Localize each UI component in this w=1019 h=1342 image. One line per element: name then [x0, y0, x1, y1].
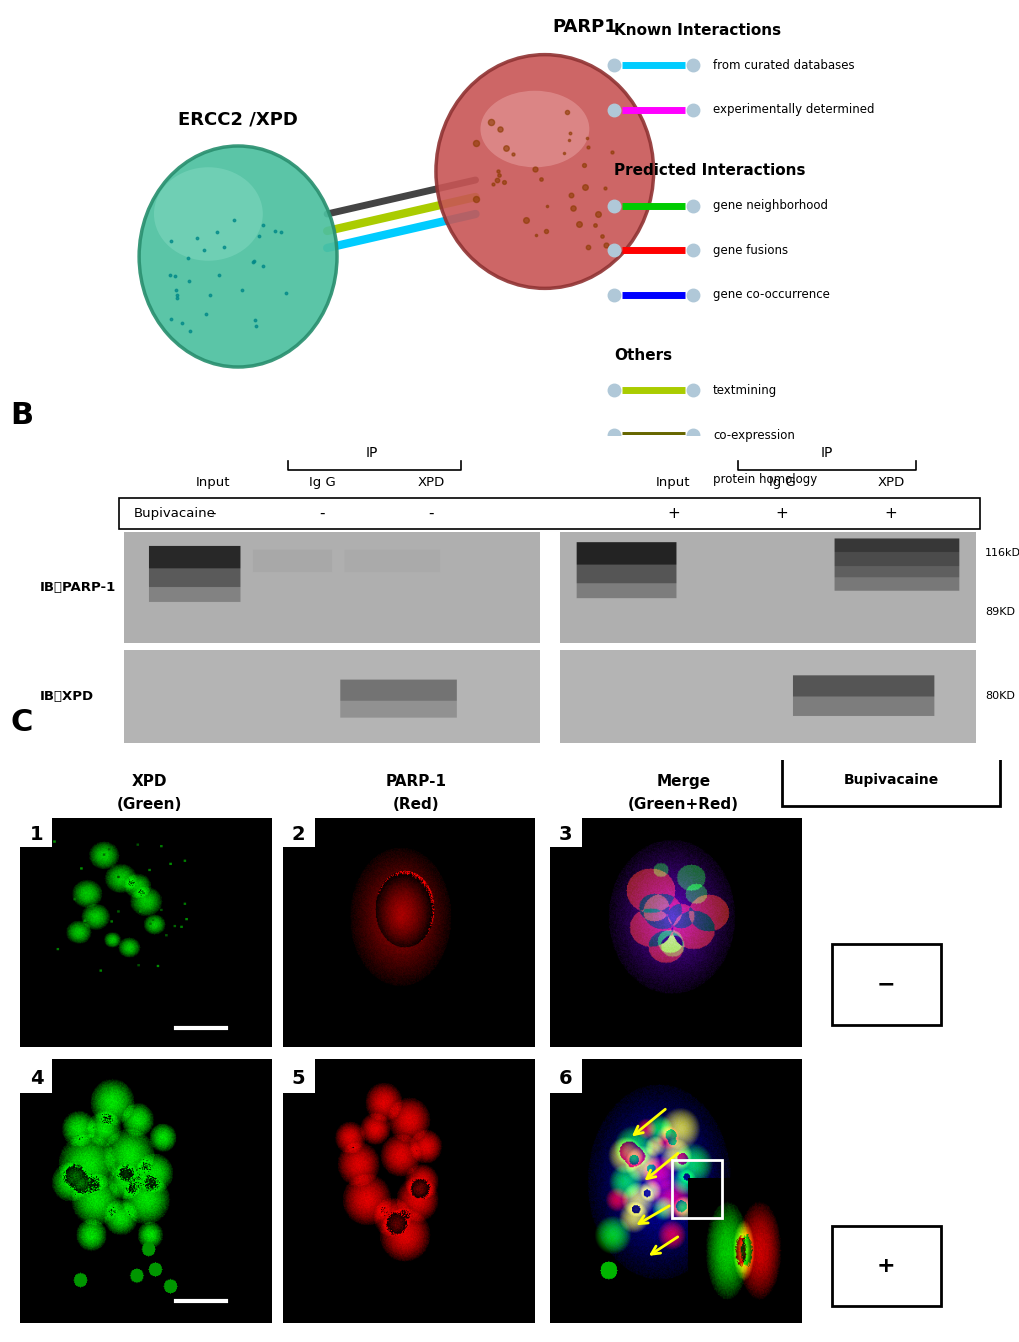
- Text: Input: Input: [196, 475, 230, 488]
- Text: -: -: [210, 506, 216, 521]
- Text: −: −: [876, 974, 895, 994]
- Text: C: C: [10, 709, 33, 737]
- Text: XPD: XPD: [876, 475, 904, 488]
- Text: experimentally determined: experimentally determined: [712, 103, 873, 117]
- Text: gene co-occurrence: gene co-occurrence: [712, 289, 829, 301]
- Text: (Red): (Red): [392, 797, 439, 812]
- Text: +: +: [876, 1256, 895, 1276]
- Text: IP: IP: [819, 447, 833, 460]
- Text: +: +: [883, 506, 897, 521]
- Ellipse shape: [139, 146, 336, 366]
- Text: gene neighborhood: gene neighborhood: [712, 199, 827, 212]
- Text: -: -: [428, 506, 433, 521]
- Text: IP: IP: [365, 447, 377, 460]
- Text: Bupivacaine: Bupivacaine: [135, 507, 216, 519]
- Text: B: B: [10, 400, 34, 429]
- Text: XPD: XPD: [417, 475, 444, 488]
- Text: PARP-1: PARP-1: [385, 774, 446, 789]
- Text: IB：XPD: IB：XPD: [40, 690, 94, 703]
- Text: 80KD: 80KD: [984, 691, 1014, 701]
- Ellipse shape: [435, 55, 653, 289]
- Text: IB：PARP-1: IB：PARP-1: [40, 581, 116, 595]
- Text: Known Interactions: Known Interactions: [613, 23, 781, 38]
- Text: XPD: XPD: [131, 774, 167, 789]
- Text: gene fusions: gene fusions: [712, 244, 788, 256]
- Text: Others: Others: [613, 348, 672, 362]
- Bar: [119, 498, 979, 529]
- Text: 116kD: 116kD: [984, 549, 1019, 558]
- FancyBboxPatch shape: [782, 754, 999, 807]
- Text: +: +: [775, 506, 788, 521]
- Text: (Green): (Green): [116, 797, 181, 812]
- Text: Input: Input: [655, 475, 690, 488]
- Text: Ig G: Ig G: [309, 475, 335, 488]
- Ellipse shape: [154, 168, 263, 260]
- Text: from curated databases: from curated databases: [712, 59, 854, 71]
- Text: (Green+Red): (Green+Red): [627, 797, 738, 812]
- Text: ERCC2 /XPD: ERCC2 /XPD: [178, 111, 298, 129]
- Text: co-expression: co-expression: [712, 428, 794, 442]
- Text: -: -: [319, 506, 325, 521]
- Text: Ig G: Ig G: [768, 475, 795, 488]
- Ellipse shape: [480, 91, 589, 168]
- Text: 89KD: 89KD: [984, 608, 1014, 617]
- Text: Bupivacaine: Bupivacaine: [843, 773, 937, 788]
- Text: Predicted Interactions: Predicted Interactions: [613, 162, 805, 178]
- Text: protein homology: protein homology: [712, 474, 816, 486]
- Text: PARP1: PARP1: [551, 17, 616, 35]
- Text: +: +: [666, 506, 679, 521]
- Text: textmining: textmining: [712, 384, 776, 397]
- Text: Merge: Merge: [655, 774, 709, 789]
- Text: A: A: [10, 0, 34, 1]
- FancyBboxPatch shape: [830, 1225, 940, 1306]
- FancyBboxPatch shape: [830, 943, 940, 1024]
